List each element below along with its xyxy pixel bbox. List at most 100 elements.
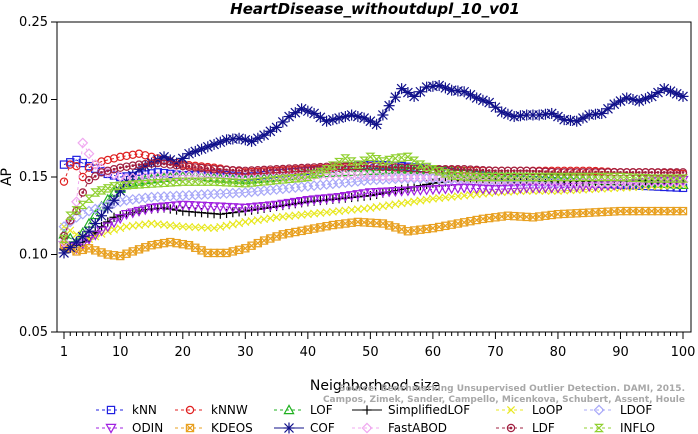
legend-marker-loop (506, 405, 516, 415)
point-inflo (184, 177, 195, 186)
point-ldof (89, 203, 101, 215)
point-inflo (346, 157, 357, 166)
point-knn (153, 168, 162, 177)
point-ldf (403, 163, 413, 173)
point-inflo (521, 172, 532, 182)
point-inflo (221, 178, 232, 187)
y-tick-label: 0.25 (19, 15, 48, 30)
legend-item-knnw: kNNW (175, 403, 248, 417)
point-cof (508, 111, 520, 123)
point-cof (414, 86, 426, 98)
point-inflo (115, 181, 126, 190)
point-cof (308, 107, 320, 119)
point-inflo (459, 172, 470, 181)
point-inflo (321, 165, 332, 174)
point-cof (283, 111, 295, 123)
point-simplifiedlof (165, 204, 175, 214)
point-loop (116, 224, 125, 233)
point-inflo (252, 177, 263, 187)
point-ldf (666, 168, 675, 177)
point-inflo (246, 178, 257, 187)
point-cof (402, 87, 414, 99)
point-odin (189, 201, 201, 212)
point-odin (120, 210, 133, 221)
point-ldf (141, 159, 150, 169)
point-inflo (571, 172, 582, 182)
point-ldof (83, 205, 95, 217)
point-inflo (227, 178, 238, 187)
point-inflo (83, 194, 95, 203)
point-cof (296, 103, 308, 115)
point-cof (177, 152, 189, 164)
y-axis: 0.05 0.10 0.15 0.20 0.25 (19, 15, 57, 340)
point-knn (59, 160, 69, 169)
point-odin (477, 184, 489, 195)
legend-label-odin: ODIN (132, 421, 163, 434)
point-ldf (197, 163, 206, 173)
x-tick-label: 60 (425, 345, 442, 360)
y-tick-label: 0.05 (19, 325, 48, 340)
point-cof (383, 100, 395, 112)
point-ldf (378, 162, 388, 171)
point-ldf (122, 162, 131, 171)
legend-label-knn: kNN (132, 403, 157, 417)
point-loop (109, 225, 119, 234)
legend-label-kdeos: KDEOS (211, 421, 253, 434)
point-odin (145, 203, 158, 214)
x-tick-label: 70 (487, 345, 504, 360)
point-inflo (627, 173, 639, 182)
point-ldf (266, 165, 275, 174)
point-odin (158, 202, 170, 213)
point-inflo (409, 156, 420, 165)
point-inflo (284, 174, 295, 184)
point-inflo (96, 186, 107, 195)
series-line-knnw (63, 153, 684, 182)
point-ldf (78, 188, 87, 197)
point-knnw (109, 154, 119, 163)
point-odin (214, 202, 226, 213)
point-cof (377, 109, 389, 121)
point-cof (339, 111, 351, 123)
legend-label-cof: COF (310, 421, 335, 434)
point-fastabod (83, 148, 95, 160)
point-ldf (672, 168, 681, 177)
legend-label-lof: LOF (310, 403, 333, 417)
point-cof (314, 111, 326, 123)
legend-item-ldf: LDF (496, 421, 555, 434)
point-cof (433, 80, 445, 92)
point-cof (489, 101, 501, 113)
point-inflo (152, 179, 163, 188)
x-axis: 1 10 20 30 40 50 60 70 80 90 100 (60, 332, 695, 360)
point-knnw (97, 157, 106, 166)
point-inflo (259, 177, 270, 186)
point-odin (489, 185, 502, 196)
point-odin (327, 193, 339, 204)
point-odin (277, 199, 289, 210)
point-odin (533, 183, 545, 194)
point-inflo (659, 174, 670, 183)
point-inflo (234, 178, 245, 188)
point-ldf (278, 164, 288, 174)
point-inflo (565, 172, 576, 182)
point-inflo (646, 174, 657, 183)
point-odin (152, 203, 164, 214)
point-inflo (165, 178, 176, 187)
point-odin (539, 183, 552, 194)
point-odin (483, 184, 495, 195)
point-inflo (277, 175, 288, 184)
point-fastabod (77, 137, 89, 149)
legend-marker-knnw (185, 405, 195, 415)
point-inflo (202, 177, 213, 186)
point-inflo (577, 172, 589, 182)
point-ldf (159, 159, 169, 169)
point-odin (302, 196, 314, 207)
point-inflo (121, 181, 132, 190)
point-loop (203, 223, 212, 232)
point-cof (233, 132, 245, 144)
x-axis-title: Neighborhood size (310, 378, 440, 394)
point-ldf (203, 164, 213, 173)
point-inflo (77, 200, 88, 210)
point-loop (235, 219, 244, 228)
point-inflo (271, 175, 282, 185)
